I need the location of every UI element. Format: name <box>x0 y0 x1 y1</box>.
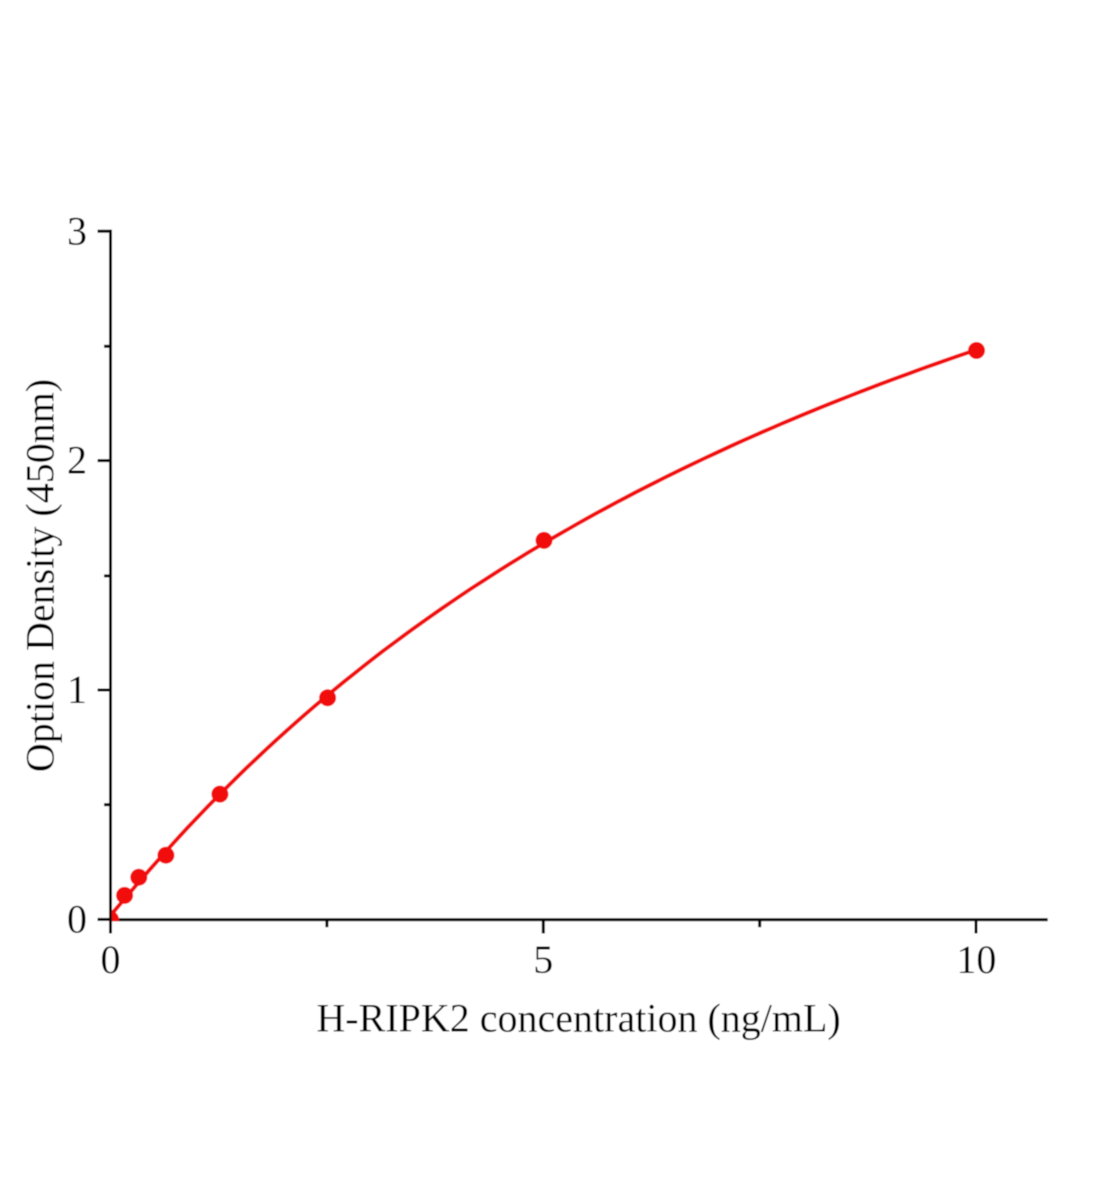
svg-text:0: 0 <box>101 937 121 982</box>
svg-text:H-RIPK2 concentration (ng/mL): H-RIPK2 concentration (ng/mL) <box>316 996 840 1041</box>
svg-text:5: 5 <box>533 937 553 982</box>
svg-text:1: 1 <box>67 667 87 712</box>
svg-text:Option Density (450nm): Option Density (450nm) <box>18 379 63 772</box>
svg-text:0: 0 <box>67 897 87 942</box>
svg-text:3: 3 <box>67 208 87 253</box>
svg-text:2: 2 <box>67 438 87 483</box>
svg-text:10: 10 <box>956 937 996 982</box>
